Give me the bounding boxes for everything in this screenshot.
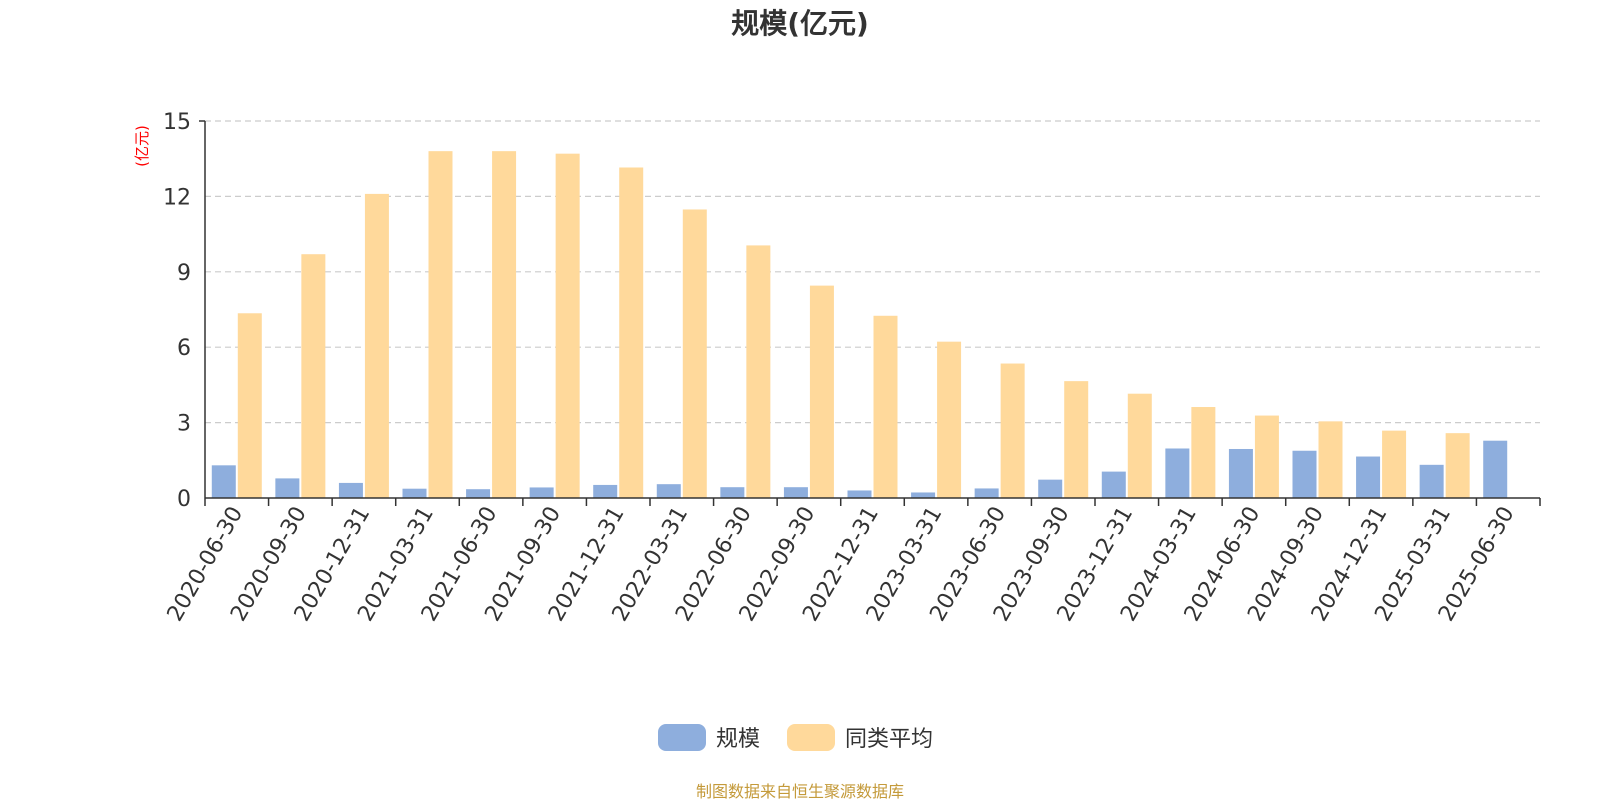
axes (199, 120, 1541, 506)
bars (211, 151, 1508, 499)
legend-swatch-peer-average (787, 724, 835, 751)
bar-scale (847, 490, 872, 498)
bar-peer-average (1191, 407, 1216, 498)
y-tick-label: 15 (163, 110, 191, 135)
bar-peer-average (1127, 393, 1152, 498)
source-note: 制图数据来自恒生聚源数据库 (696, 782, 904, 800)
y-tick-label: 3 (177, 412, 191, 437)
y-tick-label: 9 (177, 261, 191, 286)
bar-scale (529, 487, 554, 498)
bar-scale (1101, 471, 1126, 498)
bar-peer-average (873, 315, 898, 498)
bar-scale (338, 482, 363, 498)
bar-peer-average (682, 209, 707, 498)
y-tick-label: 6 (177, 336, 191, 361)
bar-peer-average (1318, 421, 1343, 498)
y-axis-unit-label: (亿元) (133, 125, 151, 167)
grid-lines (205, 120, 1540, 424)
bar-peer-average (555, 153, 580, 498)
bar-scale (275, 478, 300, 498)
bar-peer-average (1382, 430, 1407, 498)
bar-scale (1356, 456, 1381, 498)
bar-scale (1038, 479, 1063, 498)
bar-scale (1483, 440, 1508, 498)
bar-peer-average (364, 193, 389, 499)
legend-swatch-scale (658, 724, 706, 751)
bar-scale (783, 487, 808, 498)
bar-scale (466, 489, 491, 498)
bar-scale (720, 487, 745, 498)
bar-peer-average (1000, 363, 1025, 498)
bar-scale (1165, 448, 1190, 498)
bar-peer-average (492, 151, 517, 498)
bar-peer-average (1064, 381, 1089, 498)
bar-peer-average (428, 151, 453, 498)
x-tick-labels: 2020-06-302020-09-302020-12-312021-03-31… (163, 502, 1520, 625)
bar-peer-average (1254, 415, 1279, 498)
bar-scale (1292, 450, 1317, 498)
bar-peer-average (301, 254, 326, 498)
legend-label-scale: 规模 (716, 727, 760, 752)
chart-title: 规模(亿元) (731, 7, 869, 40)
y-tick-labels: 0 3 6 9 12 15 (163, 110, 191, 512)
bar-scale (1419, 464, 1444, 498)
bar-peer-average (619, 167, 644, 498)
bar-scale (402, 488, 427, 498)
bar-peer-average (746, 245, 771, 498)
y-tick-label: 12 (163, 185, 191, 210)
bar-scale (211, 465, 236, 498)
bar-peer-average (1445, 433, 1470, 498)
legend-label-peer-average: 同类平均 (845, 727, 933, 752)
bar-scale (593, 484, 618, 498)
legend: 规模 同类平均 (658, 724, 933, 752)
bar-scale (974, 488, 999, 498)
bar-peer-average (237, 313, 262, 498)
bar-peer-average (937, 341, 962, 498)
bar-peer-average (809, 285, 834, 498)
bar-scale (1228, 448, 1253, 498)
bar-scale (656, 484, 681, 498)
y-tick-label: 0 (177, 487, 191, 512)
bar-scale (911, 492, 936, 498)
